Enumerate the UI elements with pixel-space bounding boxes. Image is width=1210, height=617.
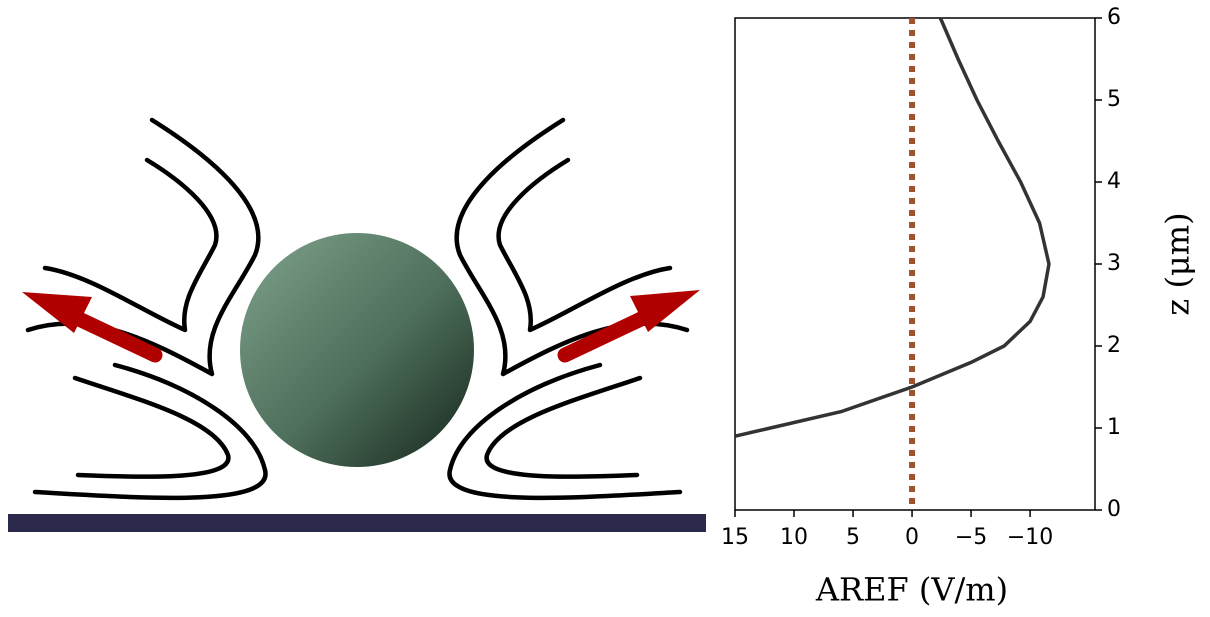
y-tick-label: 1 (1107, 415, 1121, 440)
y-tick-label: 3 (1107, 251, 1121, 276)
y-tick-label: 2 (1107, 333, 1121, 358)
particle (240, 233, 474, 467)
x-tick-label: −10 (1007, 525, 1053, 550)
y-tick-label: 0 (1107, 497, 1121, 522)
y-tick-label: 6 (1107, 5, 1121, 30)
x-tick-label: 0 (905, 525, 919, 550)
figure: AREF (V/m) z (μm) 15 10 5 0 −5 −10 0 1 2 3 4 5 6 (0, 0, 1210, 613)
x-tick-label: 15 (721, 525, 749, 550)
data-line (735, 18, 1049, 436)
substrate (8, 514, 706, 532)
y-tick-label: 5 (1107, 87, 1121, 112)
x-axis-label: AREF (V/m) (815, 571, 1008, 609)
x-tick-label: 5 (846, 525, 860, 550)
x-tick-label: −5 (955, 525, 987, 550)
y-axis-label: z (μm) (1159, 212, 1197, 315)
x-tick-label: 10 (780, 525, 808, 550)
y-tick-label: 4 (1107, 169, 1121, 194)
diagram (8, 120, 706, 532)
